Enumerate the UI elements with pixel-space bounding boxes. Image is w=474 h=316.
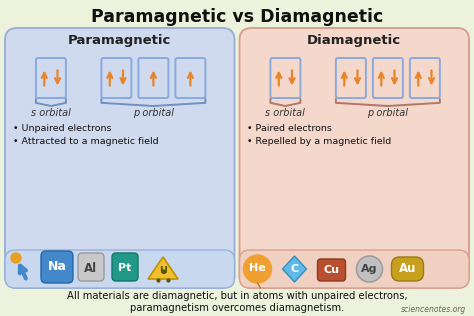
Text: Diamagnetic: Diamagnetic (307, 34, 401, 47)
Polygon shape (148, 257, 178, 279)
Circle shape (244, 255, 272, 283)
Text: • Paired electrons: • Paired electrons (247, 124, 332, 133)
Text: Paramagnetic vs Diamagnetic: Paramagnetic vs Diamagnetic (91, 8, 383, 26)
Text: Au: Au (399, 263, 416, 276)
FancyBboxPatch shape (239, 28, 469, 288)
FancyBboxPatch shape (41, 251, 73, 283)
Circle shape (11, 253, 21, 263)
Text: s orbital: s orbital (31, 108, 71, 118)
FancyBboxPatch shape (318, 259, 346, 281)
Text: s orbital: s orbital (265, 108, 305, 118)
FancyBboxPatch shape (239, 250, 469, 288)
FancyBboxPatch shape (78, 253, 104, 281)
Polygon shape (283, 256, 307, 282)
Text: sciencenotes.org: sciencenotes.org (401, 305, 466, 314)
FancyBboxPatch shape (392, 257, 423, 281)
FancyBboxPatch shape (5, 28, 235, 288)
Circle shape (356, 256, 383, 282)
Text: He: He (249, 263, 266, 273)
Text: Pt: Pt (118, 263, 132, 273)
FancyBboxPatch shape (5, 250, 235, 288)
Text: Na: Na (47, 260, 66, 274)
Text: All materials are diamagnetic, but in atoms with unpaired electrons,: All materials are diamagnetic, but in at… (67, 291, 407, 301)
Text: p orbital: p orbital (367, 108, 409, 118)
Text: paramagnetism overcomes diamagnetism.: paramagnetism overcomes diamagnetism. (130, 303, 344, 313)
Text: U: U (159, 266, 167, 276)
Text: • Repelled by a magnetic field: • Repelled by a magnetic field (247, 137, 392, 146)
FancyBboxPatch shape (112, 253, 138, 281)
Text: p orbital: p orbital (133, 108, 174, 118)
Text: Cu: Cu (323, 265, 339, 275)
Text: Al: Al (84, 262, 98, 275)
Text: Paramagnetic: Paramagnetic (68, 34, 172, 47)
Text: • Unpaired electrons: • Unpaired electrons (13, 124, 111, 133)
Text: C: C (291, 264, 299, 274)
Text: Ag: Ag (361, 264, 378, 274)
Text: • Attracted to a magnetic field: • Attracted to a magnetic field (13, 137, 159, 146)
